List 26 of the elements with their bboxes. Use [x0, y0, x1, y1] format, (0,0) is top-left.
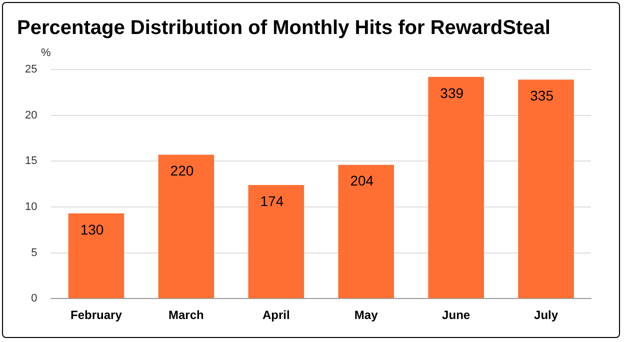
- x-tick-label: June: [442, 308, 470, 322]
- annotation: 204: [350, 172, 374, 189]
- y-tick-label: 5: [31, 246, 38, 259]
- chart-title: Percentage Distribution of Monthly Hits for RewardSteal: [17, 17, 550, 40]
- bar: [158, 154, 214, 298]
- annotation: 339: [440, 84, 464, 101]
- x-tick-label: July: [534, 308, 558, 322]
- x-tick-label: March: [168, 308, 204, 322]
- y-axis-title: %: [41, 47, 51, 59]
- annotation: 174: [260, 192, 284, 209]
- annotation: 130: [80, 221, 104, 238]
- y-tick-label: 25: [24, 64, 38, 76]
- x-tick-label: April: [262, 308, 290, 322]
- annotation: 220: [170, 162, 194, 179]
- bar: [68, 213, 124, 298]
- y-tick-label: 15: [24, 155, 38, 168]
- bar: [428, 76, 484, 298]
- bar: [248, 185, 304, 298]
- x-tick-label: February: [70, 308, 122, 322]
- bar: [338, 164, 394, 298]
- y-tick-label: 0: [31, 292, 38, 305]
- bar: [518, 80, 574, 298]
- y-tick-label: 20: [24, 109, 38, 122]
- x-tick-label: May: [354, 308, 378, 322]
- annotation: 335: [530, 88, 554, 104]
- y-tick-label: 10: [24, 201, 38, 214]
